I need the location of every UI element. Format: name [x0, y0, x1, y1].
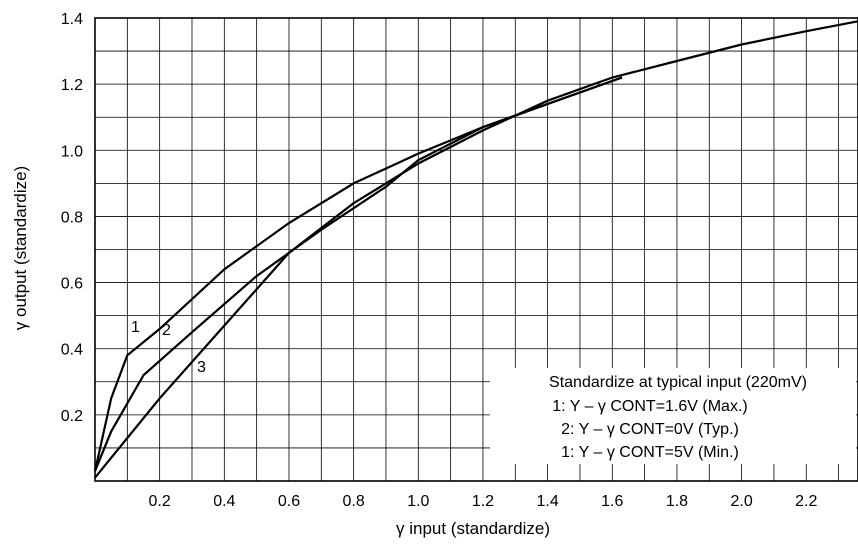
curve-label-2: 2: [162, 322, 171, 339]
x-tick-label: 1.0: [407, 493, 429, 510]
tick-labels: 0.2 0.4 0.6 0.8 1.0 1.2 1.4 1.6 1.8 2.0 2.2 0.2 0.4 0…: [61, 11, 818, 510]
x-tick-label: 0.6: [278, 493, 300, 510]
y-tick-label: 1.0: [61, 143, 83, 160]
x-tick-label: 2.0: [730, 493, 752, 510]
curves: [93, 20, 858, 479]
x-tick-label: 0.8: [343, 493, 365, 510]
x-tick-label: 0.2: [149, 493, 171, 510]
y-tick-label: 0.6: [61, 276, 83, 293]
legend-entry-3: 1: Y – γ CONT=5V (Min.): [561, 444, 739, 461]
y-tick-label: 0.8: [61, 209, 83, 226]
x-tick-label: 1.4: [537, 493, 559, 510]
plot-frame: [94, 17, 858, 482]
x-tick-label: 2.2: [795, 493, 817, 510]
y-tick-label: 0.2: [61, 408, 83, 425]
x-tick-label: 0.4: [213, 493, 235, 510]
legend-title: Standardize at typical input (220mV): [549, 374, 807, 391]
y-tick-label: 0.4: [61, 342, 83, 359]
x-tick-label: 1.6: [601, 493, 623, 510]
x-axis-title: γ input (standardize): [396, 519, 550, 538]
legend-entry-1: 1: Y – γ CONT=1.6V (Max.): [552, 398, 747, 415]
y-axis-title: γ output (standardize): [11, 166, 30, 330]
curve-3: [94, 20, 858, 479]
curve-label-1: 1: [131, 319, 140, 336]
x-tick-label: 1.8: [666, 493, 688, 510]
legend-background: [490, 368, 856, 464]
legend-entry-2: 2: Y – γ CONT=0V (Typ.): [561, 421, 739, 438]
curve-label-3: 3: [197, 359, 206, 376]
x-tick-label: 1.2: [472, 493, 494, 510]
y-tick-label: 1.2: [61, 77, 83, 94]
y-tick-label: 1.4: [61, 11, 83, 28]
legend: Standardize at typical input (220mV) 1: …: [490, 368, 856, 464]
